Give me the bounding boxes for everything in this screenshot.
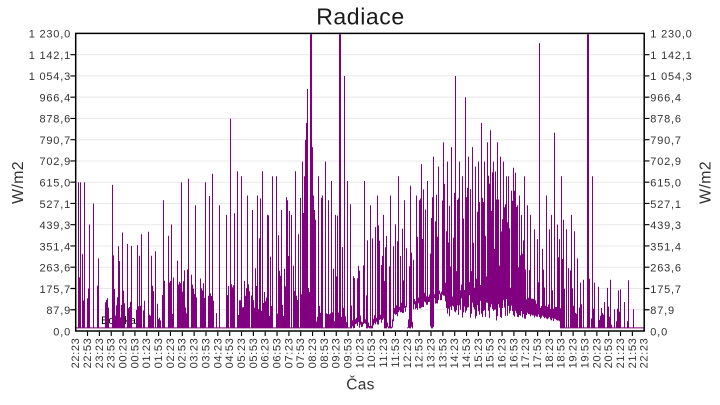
svg-text:527,1: 527,1 xyxy=(39,199,71,211)
svg-text:02:23: 02:23 xyxy=(165,338,177,369)
svg-text:07:23: 07:23 xyxy=(283,338,295,369)
svg-text:702,9: 702,9 xyxy=(650,156,682,168)
svg-text:966,4: 966,4 xyxy=(39,93,71,105)
svg-text:0,0: 0,0 xyxy=(53,326,71,338)
svg-text:87,9: 87,9 xyxy=(46,305,71,317)
svg-text:09:53: 09:53 xyxy=(343,338,355,369)
svg-text:1 142,1: 1 142,1 xyxy=(29,50,71,62)
svg-text:175,7: 175,7 xyxy=(39,284,71,296)
svg-text:16:53: 16:53 xyxy=(508,338,520,369)
svg-text:439,3: 439,3 xyxy=(650,220,682,232)
svg-text:702,9: 702,9 xyxy=(39,156,71,168)
svg-text:966,4: 966,4 xyxy=(650,93,682,105)
svg-text:1 142,1: 1 142,1 xyxy=(650,50,692,62)
svg-text:19:23: 19:23 xyxy=(568,338,580,369)
svg-text:03:23: 03:23 xyxy=(189,338,201,369)
svg-text:00:53: 00:53 xyxy=(129,338,141,369)
svg-text:W/m2: W/m2 xyxy=(10,161,27,204)
svg-text:22:53: 22:53 xyxy=(82,338,94,369)
svg-text:1 054,3: 1 054,3 xyxy=(650,71,692,83)
svg-text:14:53: 14:53 xyxy=(461,338,473,369)
svg-text:07:53: 07:53 xyxy=(295,338,307,369)
svg-text:1 230,0: 1 230,0 xyxy=(650,29,692,41)
svg-text:615,0: 615,0 xyxy=(650,178,682,190)
svg-text:15:53: 15:53 xyxy=(485,338,497,369)
svg-text:527,1: 527,1 xyxy=(650,199,682,211)
svg-text:21:53: 21:53 xyxy=(627,338,639,369)
svg-text:01:53: 01:53 xyxy=(153,338,165,369)
svg-text:05:23: 05:23 xyxy=(236,338,248,369)
svg-text:17:53: 17:53 xyxy=(532,338,544,369)
svg-text:790,7: 790,7 xyxy=(650,135,682,147)
svg-text:00:23: 00:23 xyxy=(118,338,130,369)
svg-text:263,6: 263,6 xyxy=(650,263,682,275)
svg-text:01:23: 01:23 xyxy=(141,338,153,369)
svg-text:06:53: 06:53 xyxy=(271,338,283,369)
svg-text:10:53: 10:53 xyxy=(366,338,378,369)
svg-text:0,0: 0,0 xyxy=(650,326,668,338)
svg-text:439,3: 439,3 xyxy=(39,220,71,232)
svg-text:87,9: 87,9 xyxy=(650,305,675,317)
svg-text:08:23: 08:23 xyxy=(307,338,319,369)
svg-text:18:53: 18:53 xyxy=(556,338,568,369)
svg-text:06:23: 06:23 xyxy=(260,338,272,369)
svg-text:17:23: 17:23 xyxy=(520,338,532,369)
svg-text:12:23: 12:23 xyxy=(402,338,414,369)
svg-text:13:23: 13:23 xyxy=(425,338,437,369)
svg-text:11:23: 11:23 xyxy=(378,338,390,368)
svg-text:19:53: 19:53 xyxy=(579,338,591,369)
svg-text:615,0: 615,0 xyxy=(39,178,71,190)
svg-text:790,7: 790,7 xyxy=(39,135,71,147)
svg-text:08:53: 08:53 xyxy=(319,338,331,369)
svg-text:21:23: 21:23 xyxy=(615,338,627,369)
svg-text:05:53: 05:53 xyxy=(248,338,260,369)
svg-text:12:53: 12:53 xyxy=(414,338,426,369)
svg-text:16:23: 16:23 xyxy=(497,338,509,369)
svg-text:09:23: 09:23 xyxy=(331,338,343,369)
svg-text:18:23: 18:23 xyxy=(544,338,556,369)
svg-text:14:23: 14:23 xyxy=(449,338,461,369)
svg-text:1 054,3: 1 054,3 xyxy=(29,71,71,83)
svg-text:351,4: 351,4 xyxy=(650,241,682,253)
svg-text:1 230,0: 1 230,0 xyxy=(29,29,71,41)
svg-text:03:53: 03:53 xyxy=(200,338,212,369)
svg-text:878,6: 878,6 xyxy=(650,114,682,126)
svg-text:351,4: 351,4 xyxy=(39,241,71,253)
svg-text:10:23: 10:23 xyxy=(354,338,366,369)
svg-text:04:53: 04:53 xyxy=(224,338,236,369)
svg-text:22:23: 22:23 xyxy=(70,338,82,369)
svg-text:20:23: 20:23 xyxy=(591,338,603,369)
svg-text:23:53: 23:53 xyxy=(106,338,118,369)
svg-text:11:53: 11:53 xyxy=(390,338,402,368)
svg-text:Čas: Čas xyxy=(346,377,374,394)
svg-text:20:53: 20:53 xyxy=(603,338,615,369)
svg-text:175,7: 175,7 xyxy=(650,284,682,296)
svg-text:15:23: 15:23 xyxy=(473,338,485,369)
svg-text:04:23: 04:23 xyxy=(212,338,224,369)
svg-text:23:23: 23:23 xyxy=(94,338,106,369)
svg-text:22:23: 22:23 xyxy=(639,338,651,369)
svg-text:13:53: 13:53 xyxy=(437,338,449,369)
svg-text:263,6: 263,6 xyxy=(39,263,71,275)
svg-text:878,6: 878,6 xyxy=(39,114,71,126)
svg-text:Radiace: Radiace xyxy=(316,3,405,29)
svg-text:02:53: 02:53 xyxy=(177,338,189,369)
svg-text:W/m2: W/m2 xyxy=(698,161,715,204)
